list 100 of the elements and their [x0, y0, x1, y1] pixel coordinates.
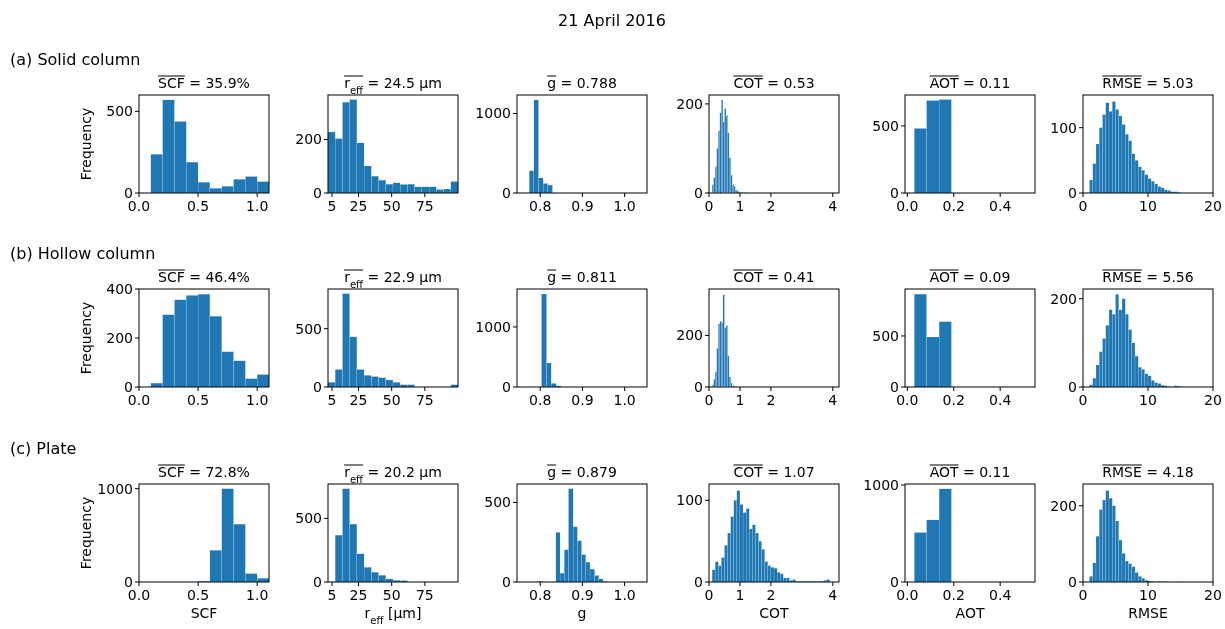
y-tick-label: 0 [502, 573, 511, 590]
chart-title: AOT = 0.09 [929, 269, 1011, 285]
x-tick-label: 1 [735, 587, 745, 603]
x-tick-label: 4 [828, 392, 838, 408]
y-tick-label: 0 [890, 378, 899, 395]
x-axis-title: AOT [955, 605, 985, 621]
x-tick-label: 0.0 [896, 392, 919, 408]
y-tick-label: 0 [890, 573, 899, 590]
x-tick-label: 75 [415, 198, 434, 214]
x-tick-label: 50 [382, 587, 401, 603]
x-tick-label: 0.8 [529, 587, 552, 603]
chart-title: SCF = 72.8% [158, 464, 250, 480]
text: (c) Plate [10, 439, 77, 458]
y-tick-label: 500 [295, 320, 322, 337]
y-tick-label: 1000 [97, 480, 133, 497]
x-axis-title: g [577, 605, 587, 621]
chart-title: COT = 1.07 [733, 464, 815, 480]
x-tick-label: 1.0 [613, 198, 636, 214]
x-tick-label: 0.8 [529, 392, 552, 408]
y-tick-label: 200 [1050, 497, 1077, 514]
x-tick-label: 0.0 [127, 587, 151, 603]
x-tick-label: 25 [349, 587, 368, 603]
y-tick-label: 0 [313, 378, 322, 395]
x-tick-label: 5 [327, 198, 337, 214]
text: 21 April 2016 [558, 11, 666, 30]
x-tick-label: 10 [1139, 392, 1157, 408]
x-tick-label: 0.0 [896, 587, 919, 603]
chart-title: g = 0.788 [547, 75, 617, 91]
x-tick-label: 75 [415, 392, 434, 408]
x-tick-label: 1.0 [246, 198, 269, 214]
chart-title: RMSE = 5.03 [1102, 75, 1194, 91]
x-tick-label: 10 [1139, 198, 1157, 214]
text: (b) Hollow column [10, 244, 156, 263]
x-tick-label: 0.9 [571, 198, 594, 214]
x-tick-label: 2 [766, 198, 776, 214]
x-tick-label: 0.0 [127, 392, 151, 408]
y-tick-label: 0 [694, 184, 703, 201]
x-tick-label: 75 [415, 587, 434, 603]
x-tick-label: 1 [735, 198, 745, 214]
y-tick-label: 500 [484, 494, 511, 511]
y-axis-title: Frequency [78, 301, 94, 375]
x-tick-label: 0.2 [942, 392, 965, 408]
x-tick-label: 25 [349, 198, 368, 214]
y-tick-label: 0 [890, 184, 899, 201]
y-tick-label: 0 [1068, 378, 1077, 395]
y-tick-label: 1000 [863, 476, 899, 493]
x-axis-title: COT [759, 605, 790, 621]
x-tick-label: 0.2 [942, 198, 965, 214]
x-tick-label: 0.4 [989, 587, 1012, 603]
chart-title: AOT = 0.11 [929, 75, 1011, 91]
x-axis-title: RMSE [1128, 605, 1168, 621]
x-tick-label: 10 [1139, 587, 1157, 603]
y-tick-label: 0 [313, 184, 322, 201]
x-tick-label: 1.0 [246, 392, 269, 408]
y-tick-label: 0 [124, 573, 133, 590]
x-tick-label: 0.0 [896, 198, 919, 214]
x-tick-label: 20 [1204, 587, 1222, 603]
y-tick-label: 200 [676, 95, 703, 112]
x-tick-label: 50 [382, 198, 401, 214]
y-tick-label: 0 [1068, 573, 1077, 590]
chart-title: r$_{eff}$ = 20.2 μm [344, 464, 442, 485]
y-tick-label: 0 [1068, 184, 1077, 201]
y-tick-label: 400 [106, 280, 133, 297]
y-tick-label: 200 [295, 131, 322, 148]
y-tick-label: 0 [502, 184, 511, 201]
x-tick-label: 1.0 [613, 392, 636, 408]
x-tick-label: 0 [1078, 198, 1088, 214]
y-tick-label: 0 [313, 573, 322, 590]
x-tick-label: 1 [735, 392, 745, 408]
y-tick-label: 0 [124, 184, 133, 201]
x-tick-label: 0 [1078, 587, 1088, 603]
x-tick-label: 0.5 [186, 198, 210, 214]
x-tick-label: 4 [828, 198, 838, 214]
chart-title: r$_{eff}$ = 22.9 μm [344, 269, 442, 290]
chart-title: COT = 0.41 [733, 269, 815, 285]
y-axis-title: Frequency [78, 107, 94, 181]
chart-title: SCF = 35.9% [158, 75, 250, 91]
x-tick-label: 0.4 [989, 392, 1012, 408]
chart-title: RMSE = 5.56 [1102, 269, 1194, 285]
x-tick-label: 0 [704, 392, 714, 408]
chart-title: g = 0.879 [547, 464, 617, 480]
x-tick-label: 20 [1204, 198, 1222, 214]
x-tick-label: 0 [704, 198, 714, 214]
y-tick-label: 500 [872, 117, 899, 134]
chart-title: g = 0.811 [547, 269, 617, 285]
x-tick-label: 0 [1078, 392, 1088, 408]
y-tick-label: 0 [124, 378, 133, 395]
y-tick-label: 500 [872, 327, 899, 344]
x-tick-label: 20 [1204, 392, 1222, 408]
x-tick-label: 0.5 [186, 392, 210, 408]
x-tick-label: 1.0 [613, 587, 636, 603]
chart-title: RMSE = 4.18 [1102, 464, 1194, 480]
y-tick-label: 100 [1050, 119, 1077, 136]
x-tick-label: 0.0 [127, 198, 151, 214]
y-tick-label: 0 [694, 378, 703, 395]
x-tick-label: 2 [766, 587, 776, 603]
x-tick-label: 0.8 [529, 198, 552, 214]
chart-title: SCF = 46.4% [158, 269, 250, 285]
x-tick-label: 0.9 [571, 392, 594, 408]
x-axis-title: r$_{eff}$ [μm] [364, 605, 422, 626]
